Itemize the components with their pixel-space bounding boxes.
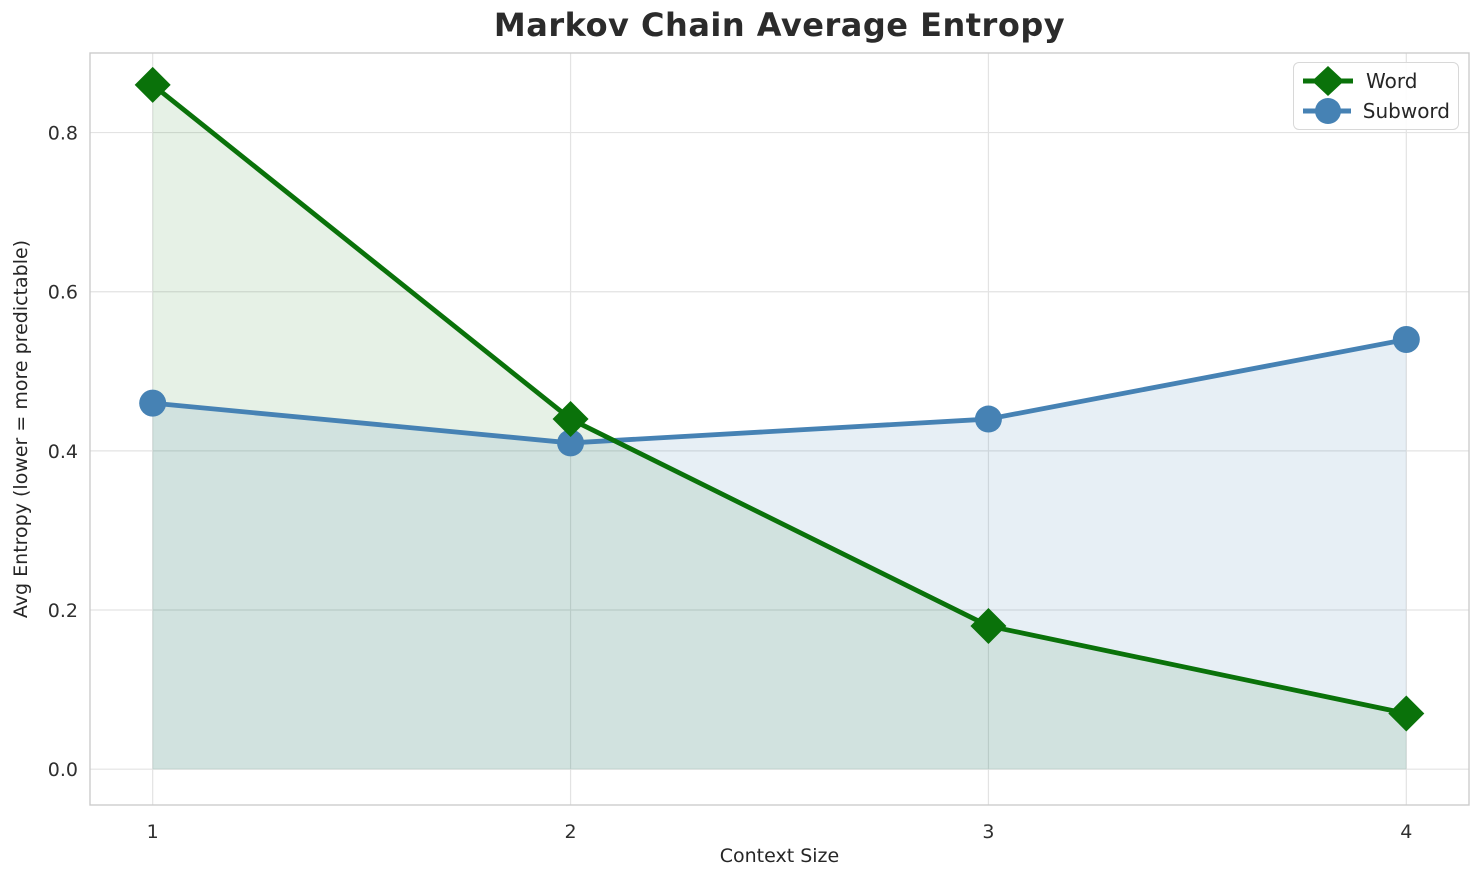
chart-title: Markov Chain Average Entropy xyxy=(493,6,1066,44)
svg-text:0.8: 0.8 xyxy=(48,123,78,145)
svg-text:1: 1 xyxy=(147,821,159,843)
svg-text:0.6: 0.6 xyxy=(48,282,78,304)
svg-text:0.4: 0.4 xyxy=(48,441,78,463)
legend: Word Subword xyxy=(1293,62,1459,130)
legend-item-subword: Subword xyxy=(1302,96,1450,126)
legend-item-word: Word xyxy=(1302,66,1450,96)
area-fills xyxy=(152,84,1407,770)
y-tick-labels: 0.0 0.2 0.4 0.6 0.8 xyxy=(48,123,78,782)
x-tick-labels: 1 2 3 4 xyxy=(147,821,1413,843)
plot-border xyxy=(89,52,1470,806)
x-axis-label: Context Size xyxy=(719,845,840,867)
legend-label-subword: Subword xyxy=(1362,99,1450,123)
legend-label-word: Word xyxy=(1366,69,1418,93)
svg-text:3: 3 xyxy=(982,821,994,843)
y-axis-label: Avg Entropy (lower = more predictable) xyxy=(10,239,32,619)
svg-text:0.0: 0.0 xyxy=(48,759,78,781)
svg-text:2: 2 xyxy=(565,821,577,843)
gridlines xyxy=(90,53,1469,805)
word-diamond-icon xyxy=(1303,66,1353,96)
svg-text:0.2: 0.2 xyxy=(48,600,78,622)
series-markers xyxy=(134,66,1425,732)
svg-text:4: 4 xyxy=(1400,821,1412,843)
subword-circle-icon xyxy=(1303,98,1351,124)
series-lines xyxy=(150,82,1409,716)
